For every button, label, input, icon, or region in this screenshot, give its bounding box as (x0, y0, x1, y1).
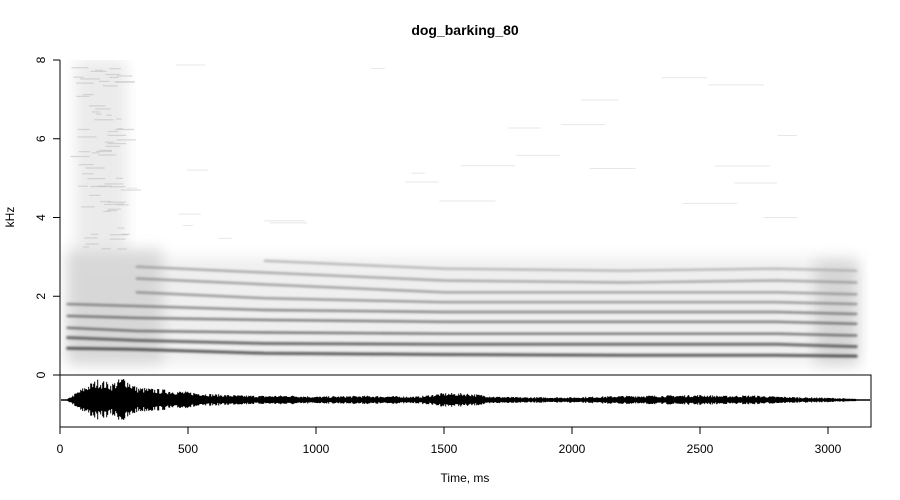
y-tick-label: 2 (34, 293, 48, 300)
harmonic-band (135, 265, 858, 284)
x-tick-label: 2000 (559, 442, 586, 456)
y-tick-label: 4 (34, 214, 48, 221)
y-tick-label: 0 (34, 371, 48, 378)
harmonic-band (135, 277, 858, 296)
x-tick-label: 3000 (815, 442, 842, 456)
harmonic-band (263, 259, 858, 272)
x-tick-label: 0 (57, 442, 64, 456)
harmonic-band (66, 314, 858, 325)
x-axis-label: Time, ms (441, 471, 490, 485)
harmonic-band (135, 291, 858, 306)
x-tick-label: 500 (178, 442, 198, 456)
y-axis-label: kHz (3, 207, 17, 228)
spectrogram-area (66, 60, 859, 365)
harmonic-bands (66, 259, 858, 358)
x-tick-label: 2500 (687, 442, 714, 456)
x-tick-label: 1000 (303, 442, 330, 456)
x-axis-ticks: 0 500 1000 1500 2000 2500 3000 (57, 427, 842, 456)
chart-title: dog_barking_80 (411, 22, 519, 38)
x-tick-label: 1500 (431, 442, 458, 456)
y-tick-label: 6 (34, 135, 48, 142)
y-tick-label: 8 (34, 56, 48, 63)
waveform-trace (67, 379, 857, 420)
harmonic-band (66, 302, 858, 316)
oscillogram-waveform (61, 379, 870, 420)
harmonic-band (66, 346, 858, 358)
harmonic-band (66, 336, 858, 349)
y-axis-ticks: 0 2 4 6 8 (34, 56, 60, 378)
harmonic-band (66, 326, 858, 337)
